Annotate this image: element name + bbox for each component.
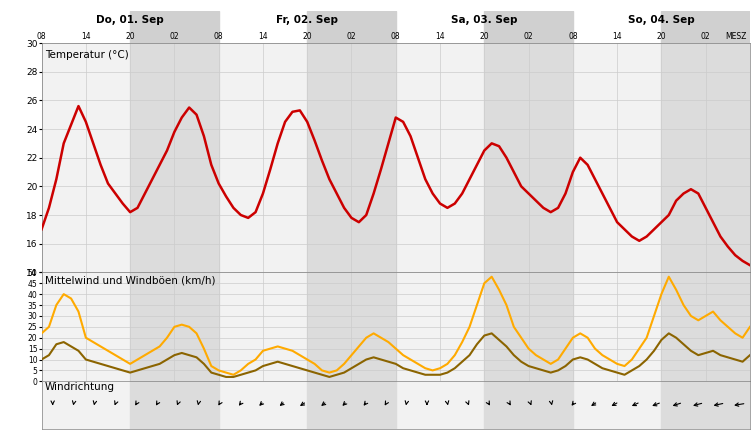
Bar — [485, 272, 573, 382]
Bar — [307, 272, 395, 382]
Bar — [307, 43, 395, 272]
Bar — [130, 11, 218, 43]
Text: 20: 20 — [302, 32, 312, 41]
Text: Temperatur (°C): Temperatur (°C) — [45, 50, 129, 60]
Text: Windrichtung: Windrichtung — [45, 382, 115, 392]
Text: 14: 14 — [81, 32, 91, 41]
Bar — [662, 382, 750, 429]
Text: Sa, 03. Sep: Sa, 03. Sep — [451, 15, 518, 25]
Text: 08: 08 — [391, 32, 401, 41]
Bar — [307, 382, 395, 429]
Bar — [130, 43, 218, 272]
Text: 08: 08 — [568, 32, 578, 41]
Bar — [662, 11, 750, 43]
Text: 20: 20 — [125, 32, 135, 41]
Bar — [130, 382, 218, 429]
Text: 02: 02 — [701, 32, 711, 41]
Bar — [485, 11, 573, 43]
Bar — [485, 43, 573, 272]
Text: Do, 01. Sep: Do, 01. Sep — [96, 15, 164, 25]
Text: 14: 14 — [258, 32, 268, 41]
Text: 20: 20 — [657, 32, 666, 41]
Text: 14: 14 — [612, 32, 622, 41]
Bar — [130, 272, 218, 382]
Bar — [662, 43, 750, 272]
Text: Mittelwind und Windböen (km/h): Mittelwind und Windböen (km/h) — [45, 276, 215, 286]
Text: 02: 02 — [347, 32, 356, 41]
Text: Fr, 02. Sep: Fr, 02. Sep — [276, 15, 338, 25]
Text: 02: 02 — [524, 32, 534, 41]
Text: 08: 08 — [37, 32, 46, 41]
Text: 08: 08 — [214, 32, 224, 41]
Bar — [662, 272, 750, 382]
Text: So, 04. Sep: So, 04. Sep — [628, 15, 695, 25]
Text: 02: 02 — [169, 32, 179, 41]
Text: MESZ: MESZ — [725, 32, 746, 41]
Text: 20: 20 — [479, 32, 489, 41]
Bar — [485, 382, 573, 429]
Text: 14: 14 — [435, 32, 445, 41]
Bar — [307, 11, 395, 43]
